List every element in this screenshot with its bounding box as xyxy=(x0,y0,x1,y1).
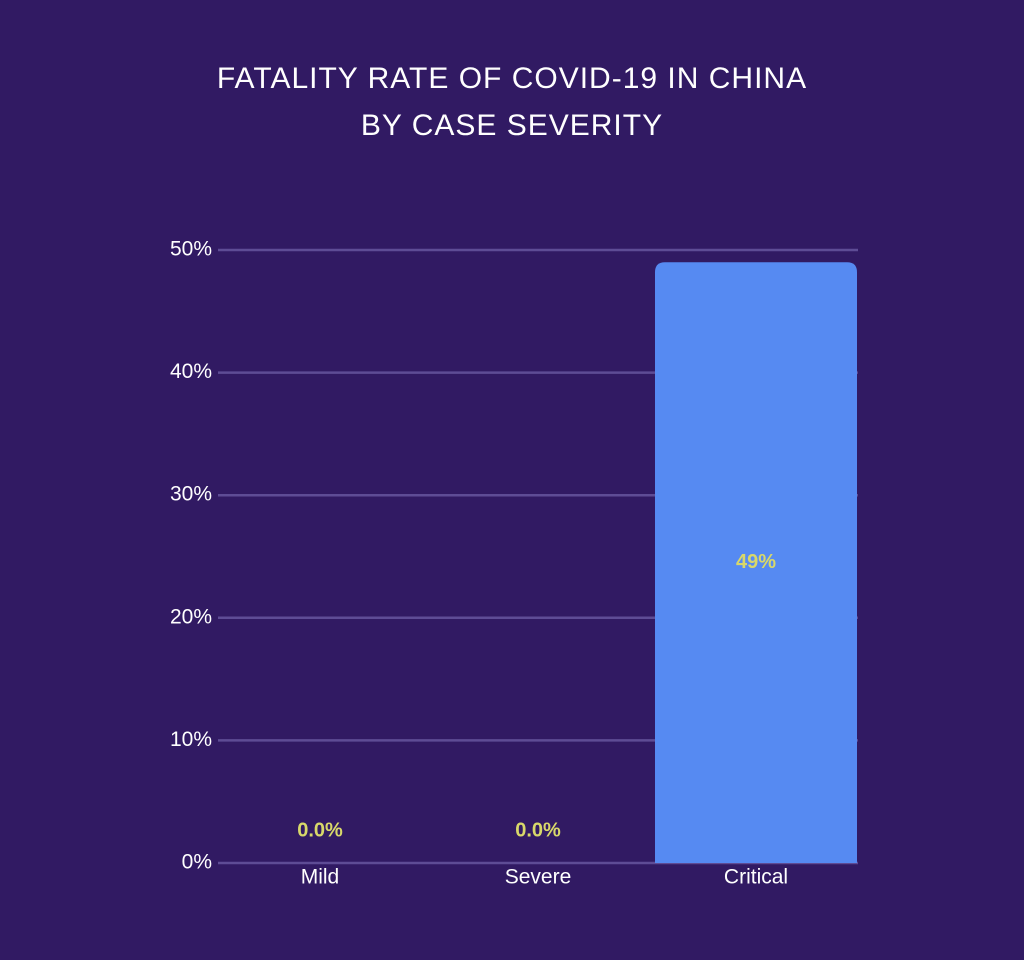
y-tick-label: 40% xyxy=(170,360,212,383)
bar xyxy=(655,262,857,863)
x-tick-label: Critical xyxy=(724,866,788,889)
x-tick-label: Severe xyxy=(505,866,572,889)
value-label: 0.0% xyxy=(515,819,561,841)
y-tick-label: 20% xyxy=(170,605,212,628)
value-label: 49% xyxy=(736,551,776,573)
chart-title: BY CASE SEVERITY xyxy=(361,109,663,142)
y-tick-label: 30% xyxy=(170,483,212,506)
value-label: 0.0% xyxy=(297,819,343,841)
y-tick-label: 10% xyxy=(170,728,212,751)
chart-title: FATALITY RATE OF COVID-19 IN CHINA xyxy=(217,62,807,95)
y-tick-label: 0% xyxy=(182,851,212,874)
y-tick-label: 50% xyxy=(170,238,212,261)
x-tick-label: Mild xyxy=(301,866,340,889)
